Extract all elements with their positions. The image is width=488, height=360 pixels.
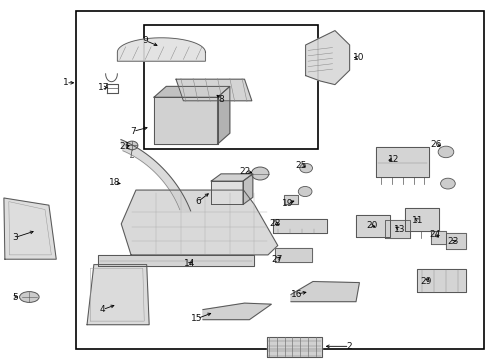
- Text: 11: 11: [411, 216, 423, 225]
- Text: 5: 5: [12, 292, 18, 302]
- Polygon shape: [375, 147, 428, 177]
- Polygon shape: [121, 140, 190, 211]
- Ellipse shape: [20, 292, 39, 302]
- Polygon shape: [445, 233, 465, 249]
- Polygon shape: [290, 282, 359, 302]
- Text: 9: 9: [142, 36, 148, 45]
- Polygon shape: [385, 220, 409, 238]
- Polygon shape: [217, 86, 229, 144]
- Text: 17: 17: [98, 83, 110, 92]
- Polygon shape: [176, 79, 251, 101]
- Text: 26: 26: [429, 140, 441, 149]
- Text: 4: 4: [100, 305, 105, 314]
- Bar: [76, 11, 483, 349]
- Text: 23: 23: [446, 237, 458, 246]
- Polygon shape: [203, 303, 271, 320]
- Text: 10: 10: [352, 53, 364, 62]
- Polygon shape: [243, 174, 252, 204]
- Circle shape: [299, 163, 312, 173]
- Circle shape: [437, 146, 453, 158]
- Polygon shape: [274, 248, 311, 262]
- Text: 19: 19: [281, 199, 293, 208]
- Bar: [144, 25, 317, 149]
- Text: 22: 22: [238, 166, 250, 176]
- Text: 13: 13: [393, 225, 405, 234]
- Text: 16: 16: [290, 289, 302, 299]
- Polygon shape: [416, 269, 465, 292]
- Text: 21: 21: [119, 142, 131, 151]
- Polygon shape: [117, 38, 205, 61]
- Polygon shape: [305, 31, 349, 85]
- Polygon shape: [121, 190, 277, 255]
- Text: 18: 18: [108, 178, 120, 187]
- Polygon shape: [211, 181, 243, 204]
- Polygon shape: [404, 208, 438, 231]
- Polygon shape: [355, 215, 389, 237]
- Circle shape: [251, 167, 268, 180]
- Text: 24: 24: [428, 230, 440, 239]
- Polygon shape: [87, 265, 149, 325]
- Polygon shape: [283, 195, 298, 204]
- Text: 2: 2: [346, 342, 352, 351]
- Text: 1: 1: [63, 78, 69, 87]
- Circle shape: [298, 186, 311, 197]
- Polygon shape: [154, 86, 229, 97]
- Polygon shape: [154, 97, 217, 144]
- Text: 20: 20: [365, 221, 377, 230]
- Text: 27: 27: [270, 256, 282, 264]
- Polygon shape: [4, 198, 56, 259]
- Text: 7: 7: [130, 127, 136, 136]
- Polygon shape: [98, 255, 254, 266]
- Polygon shape: [211, 174, 252, 181]
- Text: 8: 8: [218, 95, 224, 104]
- Text: 6: 6: [195, 197, 201, 206]
- Circle shape: [126, 141, 138, 150]
- Polygon shape: [272, 219, 326, 233]
- Polygon shape: [266, 337, 321, 357]
- Text: 3: 3: [12, 233, 18, 242]
- Text: 12: 12: [387, 155, 399, 163]
- Text: 14: 14: [183, 259, 195, 268]
- Text: 25: 25: [295, 161, 306, 170]
- Text: 15: 15: [191, 314, 203, 323]
- Polygon shape: [430, 231, 445, 244]
- Text: 28: 28: [269, 219, 281, 228]
- Circle shape: [440, 178, 454, 189]
- Text: 29: 29: [419, 277, 431, 286]
